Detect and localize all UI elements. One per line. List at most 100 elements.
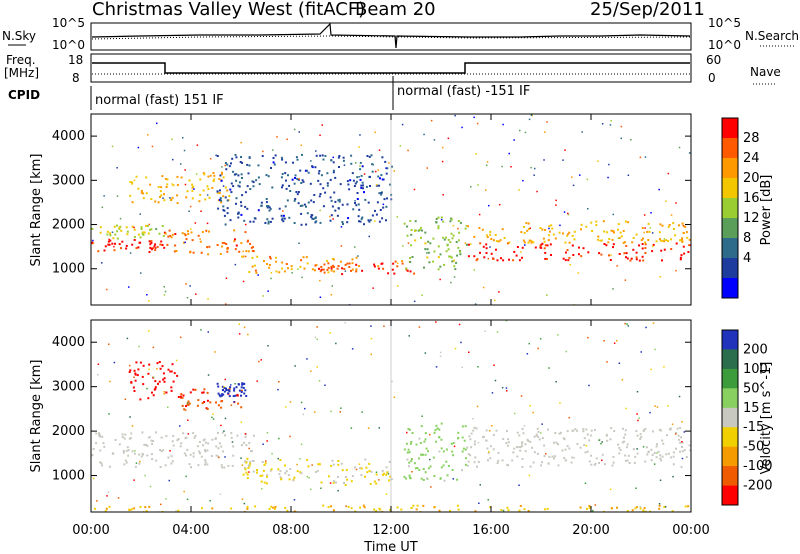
- velocity-cell: [154, 380, 157, 383]
- power-cell: [358, 220, 360, 223]
- velocity-cell: [661, 455, 664, 458]
- power-noise-cell: [101, 262, 103, 264]
- velocity-noise-cell: [472, 417, 474, 420]
- power-cell: [394, 260, 397, 263]
- velocity-cell: [193, 436, 196, 439]
- power-cell: [629, 259, 632, 262]
- velocity-cell: [492, 433, 495, 436]
- velocity-cell: [445, 460, 448, 463]
- velocity-cell: [663, 505, 666, 508]
- velocity-cell: [512, 451, 515, 454]
- velocity-cell: [527, 440, 530, 442]
- power-colorbar-tick: 24: [743, 151, 760, 166]
- power-cell: [351, 262, 354, 265]
- power-cell: [315, 154, 318, 157]
- velocity-cell: [571, 456, 574, 459]
- velocity-noise-cell: [585, 445, 588, 447]
- power-colorbar-swatch: [722, 258, 738, 279]
- power-cell: [266, 263, 268, 265]
- velocity-cell: [183, 408, 186, 411]
- power-cell: [200, 251, 203, 254]
- power-noise-cell: [193, 188, 195, 190]
- velocity-noise-cell: [302, 413, 304, 416]
- power-cell: [619, 231, 622, 234]
- velocity-cell: [507, 509, 510, 512]
- power-cell: [644, 243, 647, 246]
- velocity-cell: [407, 465, 410, 468]
- velocity-cell: [416, 504, 419, 507]
- xtick-label: 16:00: [472, 523, 509, 538]
- power-cell: [580, 223, 583, 226]
- velocity-cell: [646, 453, 649, 456]
- power-cell: [591, 230, 594, 232]
- power-cell: [565, 251, 567, 254]
- power-cell: [546, 258, 548, 260]
- velocity-cell: [415, 508, 418, 511]
- velocity-cell: [127, 454, 130, 457]
- power-noise-cell: [225, 303, 227, 305]
- power-cell: [541, 228, 544, 231]
- velocity-cell: [416, 467, 419, 469]
- power-cell: [478, 226, 481, 229]
- freq-panel-frame: [90, 53, 692, 83]
- power-noise-cell: [163, 286, 165, 288]
- power-cell: [273, 163, 276, 166]
- power-cell: [603, 243, 606, 245]
- velocity-cell: [370, 470, 373, 473]
- velocity-noise-cell: [654, 405, 656, 407]
- power-noise-cell: [221, 166, 223, 168]
- power-cell: [188, 179, 191, 182]
- velocity-cell: [643, 429, 645, 432]
- velocity-noise-cell: [131, 425, 134, 427]
- power-cell: [137, 246, 140, 249]
- velocity-cell: [197, 464, 200, 467]
- velocity-cell: [292, 479, 295, 482]
- velocity-noise-cell: [385, 493, 388, 495]
- velocity-cell: [188, 402, 191, 405]
- power-cell: [322, 205, 325, 208]
- velocity-noise-cell: [117, 497, 120, 499]
- velocity-noise-cell: [636, 448, 638, 450]
- power-cell: [455, 241, 458, 243]
- velocity-noise-cell: [244, 433, 247, 435]
- power-cell: [318, 170, 321, 172]
- velocity-noise-cell: [316, 326, 318, 328]
- power-noise-cell: [257, 274, 259, 276]
- power-cell: [254, 217, 257, 220]
- velocity-cell: [559, 431, 562, 434]
- xtick-label: 00:00: [72, 523, 109, 538]
- velocity-cell: [146, 454, 149, 457]
- velocity-cell: [272, 506, 275, 509]
- velocity-cell: [411, 432, 414, 434]
- power-cell: [410, 233, 413, 236]
- velocity-cell: [241, 383, 244, 386]
- velocity-noise-cell: [520, 395, 523, 397]
- power-cell: [410, 244, 413, 247]
- power-noise-cell: [262, 150, 264, 153]
- velocity-cell: [293, 476, 296, 479]
- power-cell: [285, 179, 287, 182]
- velocity-cell: [171, 460, 174, 463]
- power-noise-cell: [184, 241, 186, 244]
- power-noise-cell: [374, 131, 376, 134]
- power-cell: [290, 265, 293, 268]
- power-noise-cell: [670, 214, 673, 216]
- power-cell: [271, 217, 274, 220]
- velocity-cell: [111, 452, 114, 455]
- power-cell: [507, 242, 509, 245]
- power-cell: [294, 174, 297, 177]
- velocity-noise-cell: [667, 405, 669, 407]
- velocity-cell: [519, 449, 522, 452]
- velocity-cell: [196, 404, 199, 407]
- power-cell: [116, 224, 118, 227]
- power-noise-cell: [610, 254, 612, 256]
- xtick-label: 12:00: [372, 523, 409, 538]
- velocity-cell: [584, 451, 587, 454]
- power-cell: [450, 256, 453, 259]
- velocity-cell: [268, 508, 271, 510]
- velocity-noise-cell: [523, 425, 526, 427]
- velocity-cell: [108, 505, 111, 508]
- power-noise-cell: [148, 223, 151, 226]
- velocity-cell: [605, 433, 608, 436]
- power-noise-cell: [440, 218, 443, 221]
